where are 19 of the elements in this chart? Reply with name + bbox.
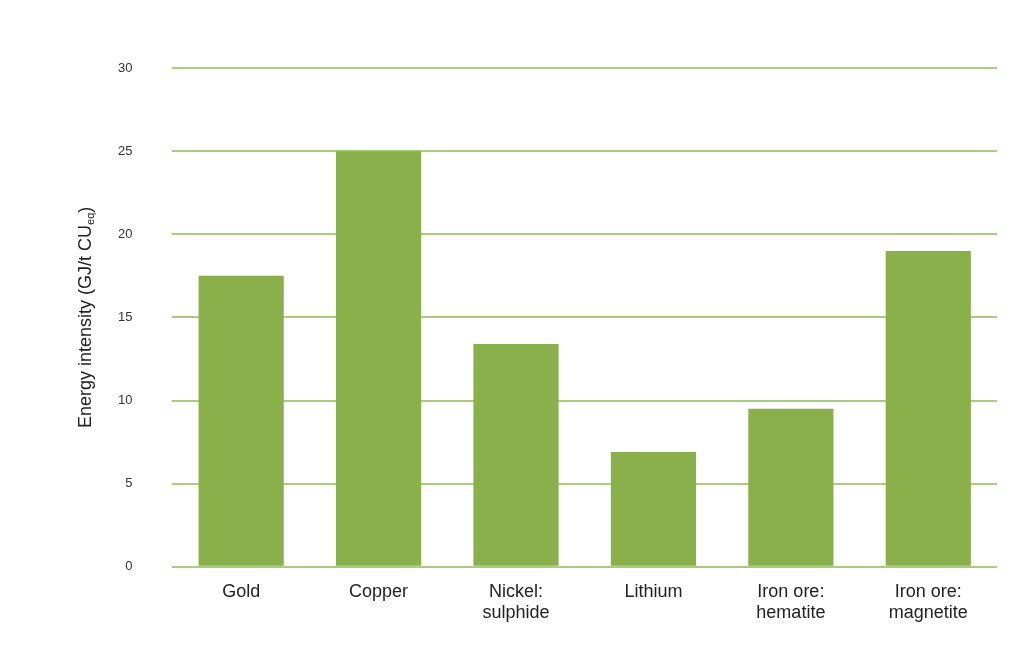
x-tick-label: Iron ore: magnetite xyxy=(888,580,968,623)
x-tick-label: Nickel: sulphide xyxy=(482,580,550,623)
x-tick-label: Lithium xyxy=(624,580,683,601)
bar xyxy=(198,275,284,566)
y-tick-label: 20 xyxy=(117,225,133,241)
bar xyxy=(335,151,422,566)
y-tick-label: 25 xyxy=(117,142,133,158)
y-tick-label: 0 xyxy=(125,558,133,574)
x-tick-label: Copper xyxy=(349,580,409,601)
bar xyxy=(885,250,971,566)
bar xyxy=(610,452,697,566)
bar xyxy=(473,344,559,566)
y-tick-label: 10 xyxy=(117,392,133,408)
y-tick-label: 30 xyxy=(117,59,133,75)
x-tick-label: Iron ore: hematite xyxy=(756,580,826,623)
x-tick-label: Gold xyxy=(222,580,261,601)
y-tick-label: 15 xyxy=(117,308,133,324)
y-tick-label: 5 xyxy=(125,475,133,491)
bar xyxy=(748,408,834,566)
